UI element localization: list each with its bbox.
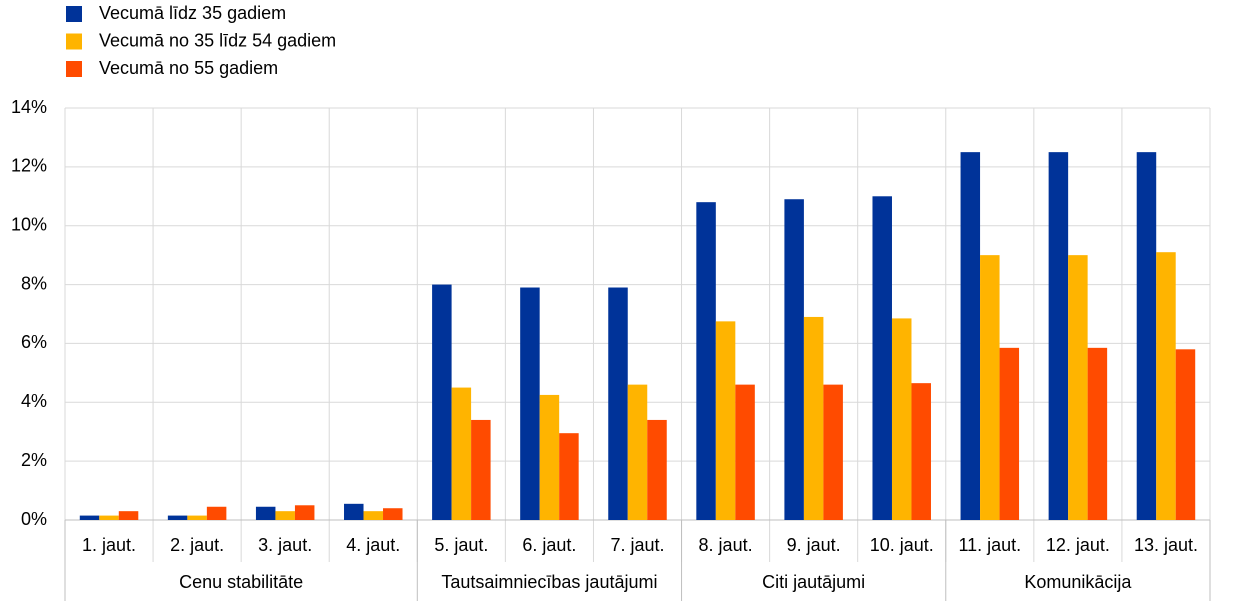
group-label: Komunikācija [1024,572,1132,592]
legend-swatch [66,6,82,22]
bar [79,515,100,520]
y-tick-label: 8% [21,273,47,293]
legend-swatch [66,33,82,50]
bar [1087,347,1108,520]
legend-label: Vecumā līdz 35 gadiem [99,3,286,23]
x-tick-label: 11. jaut. [958,535,1021,555]
bar [608,287,628,520]
bar [803,316,824,520]
bar [891,318,912,520]
bar [294,505,315,520]
group-label: Cenu stabilitāte [179,572,303,592]
bar [1156,252,1176,520]
x-tick-label: 2. jaut. [170,535,224,555]
y-tick-label: 10% [11,214,47,234]
bar [823,384,843,520]
bar [735,384,755,520]
y-tick-label: 4% [21,391,47,411]
x-tick-label: 13. jaut. [1134,535,1198,555]
bar [275,511,295,520]
group-label: Tautsaimniecības jautājumi [441,572,657,592]
x-tick-label: 6. jaut. [522,535,576,555]
bar [451,387,472,520]
bar [99,515,119,520]
legend-label: Vecumā no 55 gadiem [99,58,278,78]
x-tick-label: 4. jaut. [346,535,400,555]
y-tick-label: 12% [11,156,47,176]
bar [520,287,540,520]
bar [255,506,276,520]
bar [1048,152,1069,520]
y-tick-label: 0% [21,509,47,529]
bar [1136,152,1157,520]
bar [432,284,452,520]
bar [539,394,560,520]
bar [696,202,716,520]
x-tick-label: 8. jaut. [699,535,753,555]
bar [960,152,981,520]
y-tick-label: 14% [11,97,47,117]
x-tick-label: 9. jaut. [787,535,841,555]
x-tick-label: 3. jaut. [258,535,312,555]
bar [911,383,931,520]
legend-label: Vecumā no 35 līdz 54 gadiem [99,30,336,50]
y-tick-label: 6% [21,332,47,352]
bar [118,511,139,520]
bar [715,321,736,520]
y-tick-label: 2% [21,450,47,470]
bar [187,515,207,520]
bar [1068,255,1088,520]
bar [647,419,667,520]
bar [167,515,188,520]
bar [872,196,892,521]
bar [999,347,1020,520]
x-tick-label: 12. jaut. [1046,535,1110,555]
bar [784,199,804,520]
bar [206,506,227,520]
bar [363,511,384,520]
bar [980,255,1000,520]
legend-swatch [66,61,82,77]
bar [559,433,579,520]
x-tick-label: 7. jaut. [610,535,664,555]
bar [344,503,364,520]
bar [383,508,403,520]
x-tick-label: 10. jaut. [870,535,934,555]
x-tick-label: 1. jaut. [82,535,136,555]
bar [627,384,648,520]
group-label: Citi jautājumi [762,572,865,592]
bar [1175,349,1196,520]
bar [471,419,491,520]
x-tick-label: 5. jaut. [434,535,488,555]
